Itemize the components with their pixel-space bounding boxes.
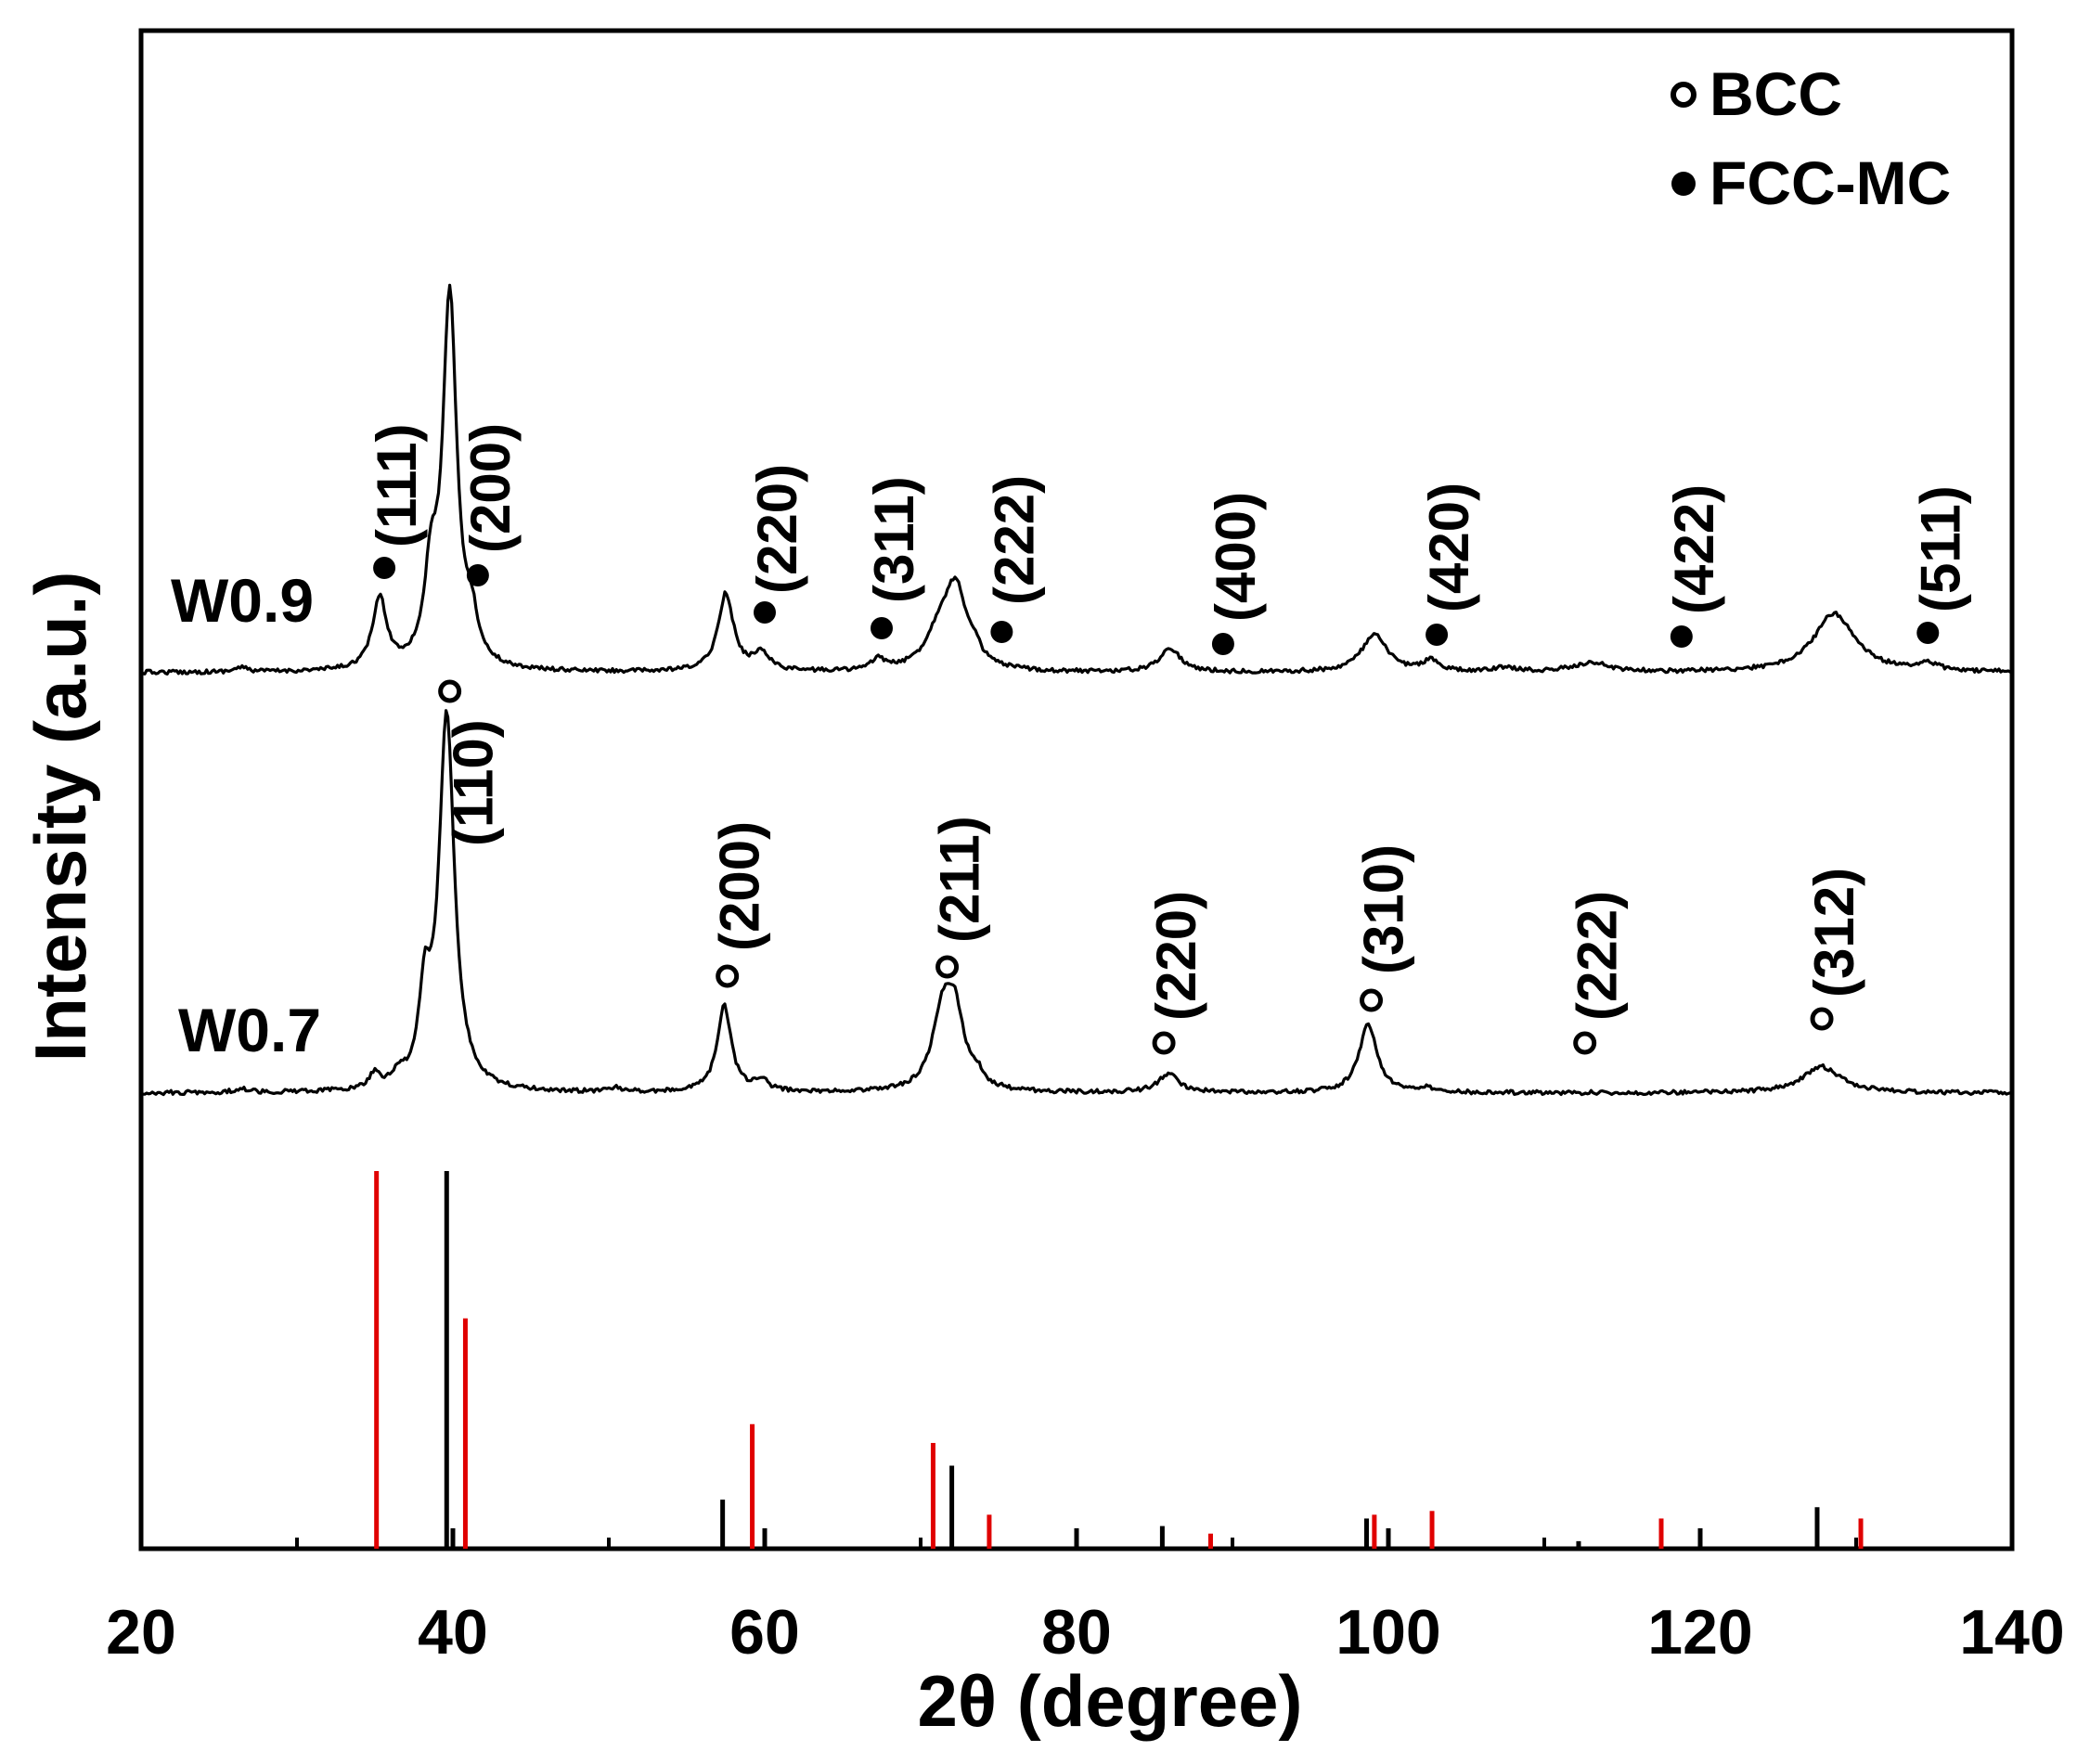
miller-index-label: (312) [1803, 868, 1865, 998]
x-tick-label: 60 [729, 1597, 800, 1667]
bcc-peak-marker [1573, 1031, 1597, 1055]
bcc-peak-marker [438, 679, 462, 703]
x-tick-label: 120 [1647, 1597, 1752, 1667]
series-w0-9-trace [139, 283, 2013, 676]
fcc-peak-marker [1670, 625, 1693, 648]
x-axis-label: 2θ (degree) [918, 1660, 1303, 1742]
fcc-peak-marker [1916, 622, 1940, 644]
x-tick-label: 20 [106, 1597, 176, 1667]
fcc-peak-marker [1426, 624, 1449, 646]
miller-index-label: (511) [1909, 485, 1971, 612]
fcc-peak-marker [754, 601, 776, 624]
miller-index-label: (222) [1567, 891, 1629, 1021]
fcc-peak-marker [373, 557, 396, 579]
fcc-peak-marker [466, 564, 489, 586]
bcc-peak-marker [716, 964, 740, 988]
miller-index-label: (211) [929, 816, 991, 943]
miller-index-label: (310) [1353, 844, 1415, 974]
bcc-peak-marker [1360, 988, 1384, 1012]
x-tick-label: 40 [418, 1597, 488, 1667]
miller-index-label: (222) [983, 475, 1045, 605]
miller-index-label: (200) [709, 821, 771, 951]
peak-annotations: (111) (200) (220) (311) (222) (400) (420) (422)… [366, 423, 1971, 1055]
plot-area [139, 283, 2013, 1549]
legend-bcc-label: BCC [1709, 59, 1842, 128]
miller-index-label: (200) [459, 423, 522, 553]
miller-index-label: (220) [1145, 891, 1207, 1021]
fcc-peak-marker [871, 617, 893, 639]
x-tick-label: 140 [1959, 1597, 2064, 1667]
series-label-w0-7: W0.7 [178, 996, 321, 1064]
legend-fcc-label: FCC-MC [1709, 148, 1951, 217]
legend-fcc-marker [1671, 172, 1696, 196]
bcc-peak-marker [1152, 1031, 1176, 1055]
miller-index-label: (311) [863, 476, 925, 603]
x-axis: 20 40 60 80 100 120 140 [106, 1528, 2065, 1667]
series-label-w0-9: W0.9 [171, 566, 314, 635]
miller-index-label: (422) [1663, 484, 1725, 614]
x-tick-label: 80 [1041, 1597, 1112, 1667]
miller-index-label: (110) [443, 719, 505, 846]
x-tick-label: 100 [1335, 1597, 1440, 1667]
fcc-peak-marker [990, 621, 1013, 643]
legend: BCC FCC-MC [1671, 59, 1951, 217]
miller-index-label: (111) [366, 424, 428, 547]
series-w0-7-trace [140, 709, 2013, 1097]
plot-frame [138, 28, 2015, 1552]
miller-index-label: (420) [1418, 483, 1480, 612]
y-axis-label: Intensity (a.u.) [19, 572, 101, 1062]
bcc-peak-marker [935, 955, 960, 979]
bcc-peak-marker [1810, 1007, 1834, 1031]
miller-index-label: (220) [746, 464, 808, 594]
miller-index-label: (400) [1205, 492, 1267, 622]
fcc-peak-marker [1211, 633, 1234, 655]
legend-bcc-marker [1671, 82, 1697, 108]
